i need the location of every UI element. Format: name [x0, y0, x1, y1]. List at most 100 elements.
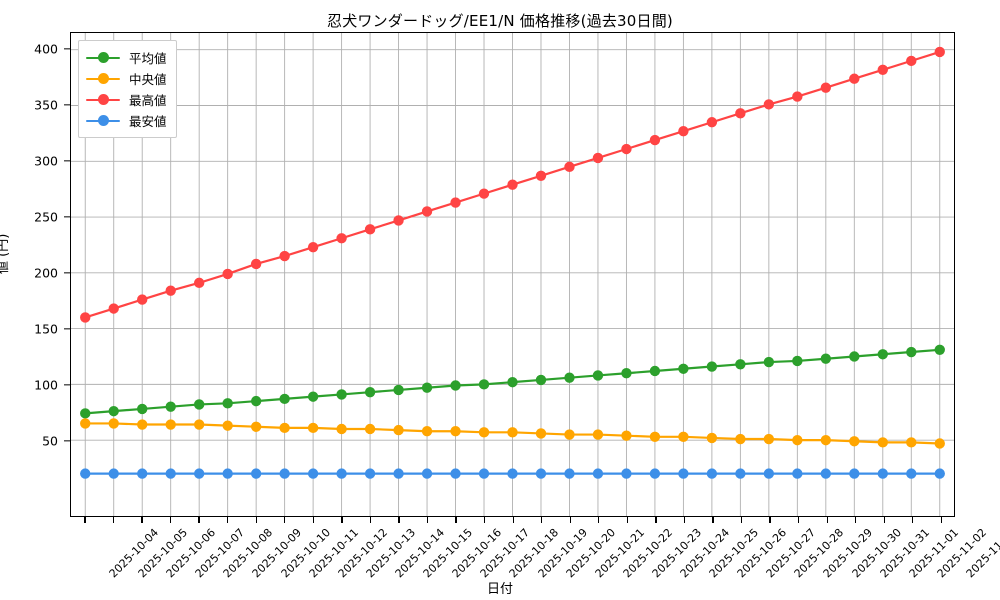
x-tick-mark	[855, 517, 857, 523]
data-point	[393, 384, 404, 396]
data-point	[250, 258, 262, 270]
data-point	[222, 468, 233, 479]
legend-marker-icon	[86, 93, 120, 107]
x-tick-mark	[512, 517, 514, 523]
data-point	[279, 250, 290, 262]
x-tick-mark	[198, 517, 200, 523]
data-point	[165, 419, 176, 430]
x-tick-mark	[227, 517, 229, 523]
data-point	[649, 134, 661, 146]
legend-item-2[interactable]: 中央値	[86, 68, 167, 89]
legend-label: 最高値	[129, 93, 167, 108]
data-point	[80, 312, 91, 323]
data-point	[820, 434, 832, 446]
data-point	[336, 468, 347, 479]
y-tick-mark	[64, 104, 70, 106]
legend-item-1[interactable]: 平均値	[86, 47, 167, 68]
data-point	[80, 408, 91, 419]
data-point	[535, 374, 547, 386]
y-tick-mark	[64, 328, 70, 330]
data-point	[564, 468, 575, 479]
data-point	[80, 418, 91, 429]
data-point	[393, 468, 404, 479]
x-tick-mark	[626, 517, 628, 523]
x-tick-mark	[398, 517, 400, 523]
data-point	[849, 468, 860, 479]
data-point	[165, 401, 176, 412]
data-point	[820, 82, 832, 93]
data-point	[222, 268, 233, 280]
legend-marker-icon	[86, 114, 120, 128]
data-point	[849, 351, 860, 362]
data-point	[678, 125, 689, 137]
data-point	[592, 429, 604, 440]
data-point	[849, 436, 860, 447]
x-tick-mark	[712, 517, 714, 523]
data-point	[592, 370, 604, 381]
data-point	[279, 422, 290, 434]
x-tick-mark	[569, 517, 571, 523]
legend-item-3[interactable]: 最高値	[86, 89, 167, 110]
data-point	[108, 303, 119, 314]
data-point	[763, 468, 775, 479]
y-tick-mark	[64, 440, 70, 442]
data-point	[307, 241, 319, 253]
x-tick-mark	[740, 517, 743, 523]
data-point	[193, 277, 205, 289]
data-point	[421, 468, 433, 479]
data-point	[478, 468, 490, 479]
data-point	[222, 398, 233, 409]
data-point	[165, 285, 176, 296]
data-point	[364, 224, 376, 235]
data-point	[877, 349, 888, 360]
legend-marker-icon	[86, 72, 120, 86]
data-point	[877, 437, 888, 448]
data-point	[934, 46, 945, 58]
x-tick-mark	[940, 517, 943, 523]
data-point	[535, 468, 547, 479]
data-point	[478, 188, 490, 199]
chart-title: 忍犬ワンダードッグ/EE1/N 価格推移(過去30日間)	[327, 12, 673, 30]
x-tick-mark	[426, 517, 429, 523]
chart-legend: 平均値中央値最高値最安値	[78, 40, 177, 138]
data-point	[706, 468, 718, 479]
data-point	[792, 355, 803, 367]
data-point	[877, 64, 888, 75]
y-tick-label: 50	[42, 433, 58, 449]
data-point	[421, 426, 433, 437]
x-axis-label: 日付	[486, 582, 513, 597]
data-point	[906, 468, 917, 479]
x-tick-mark	[112, 517, 115, 523]
data-point	[735, 433, 746, 445]
y-tick-mark	[64, 48, 70, 50]
y-tick-label: 100	[34, 377, 58, 393]
series-2	[80, 418, 945, 449]
legend-label: 平均値	[129, 51, 167, 66]
data-point	[507, 376, 518, 388]
x-tick-mark	[84, 517, 86, 523]
data-point	[849, 73, 860, 84]
data-point	[877, 468, 888, 479]
data-point	[421, 206, 433, 217]
data-point	[649, 365, 661, 377]
data-point	[250, 468, 262, 479]
x-tick-mark	[369, 517, 372, 523]
x-tick-mark	[483, 517, 486, 523]
data-point	[735, 468, 746, 479]
legend-label: 中央値	[129, 72, 167, 87]
x-tick-mark	[312, 517, 314, 523]
data-point	[934, 344, 945, 355]
x-tick-mark	[541, 517, 543, 523]
data-point	[706, 361, 718, 372]
x-tick-mark	[797, 517, 800, 523]
data-point	[820, 353, 832, 364]
legend-item-4[interactable]: 最安値	[86, 110, 167, 131]
data-point	[763, 433, 775, 445]
data-point	[621, 368, 632, 379]
data-point	[706, 117, 718, 128]
data-point	[393, 424, 404, 436]
y-tick-mark	[64, 272, 70, 274]
data-point	[564, 161, 575, 173]
data-point	[564, 372, 575, 383]
data-point	[108, 418, 119, 429]
